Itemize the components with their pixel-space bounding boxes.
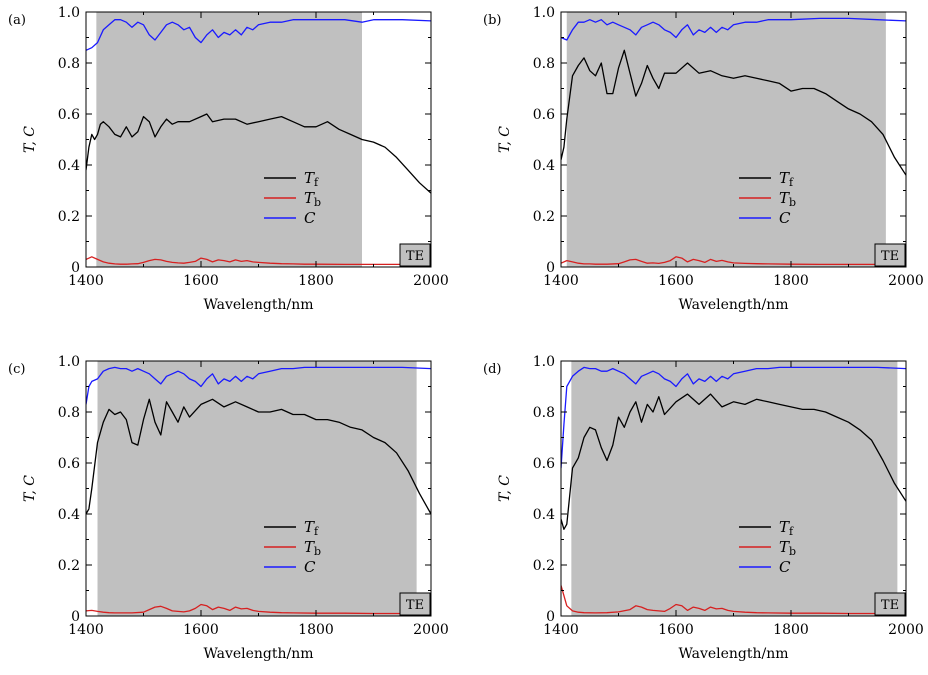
panel-a-xlabel: Wavelength/nm <box>203 297 313 313</box>
panel-d-xtick-label-1800: 1800 <box>773 622 809 638</box>
panel-c-ytick-label-0.8: 0.8 <box>58 405 80 421</box>
panel-b-series-Tf <box>561 49 906 176</box>
panel-c-series-Tf <box>86 398 431 515</box>
panel-a-legend-label-C: C <box>304 209 316 227</box>
panel-a-ytick-label-0.4: 0.4 <box>58 158 80 174</box>
panel-b-xtick-label-1600: 1600 <box>658 273 694 289</box>
panel-c-xlabel: Wavelength/nm <box>203 646 313 662</box>
panel-c: 1400 1600 1800 2000 0 0.2 0.4 0.6 0.8 1.0 Waveleng… <box>8 354 449 662</box>
panel-b-ytick-label-0.4: 0.4 <box>533 158 555 174</box>
panel-b-ytick-label-0.8: 0.8 <box>533 56 555 72</box>
panel-b-tag: (b) <box>483 13 501 28</box>
panel-d-tag: (d) <box>483 362 501 377</box>
panel-c-xtick-label-1600: 1600 <box>183 622 219 638</box>
panel-b-ytick-label-0: 0 <box>546 260 555 276</box>
panel-c-xtick-label-1800: 1800 <box>298 622 334 638</box>
panel-a-series-Tb <box>86 256 431 266</box>
panel-b: 1400 1600 1800 2000 0 0.2 0.4 0.6 0.8 1.0 Waveleng… <box>483 5 924 313</box>
panel-c-legend-label-C: C <box>304 558 316 576</box>
panel-b-ylabel: T, C <box>497 126 513 153</box>
panel-d-ylabel: T, C <box>497 475 513 502</box>
panel-b-series-C <box>561 17 906 41</box>
panel-d-ytick-label-1.0: 1.0 <box>533 354 555 370</box>
panel-c-te-label: TE <box>406 598 424 613</box>
panel-c-shaded-band <box>97 361 417 616</box>
panel-c-ytick-label-0.6: 0.6 <box>58 456 80 472</box>
panel-a-ytick-label-0.2: 0.2 <box>58 209 80 225</box>
panel-a: 1400 1600 1800 2000 0 0.2 0.4 0.6 0.8 1.0 Waveleng… <box>8 5 449 313</box>
panel-c-ylabel: T, C <box>22 475 38 502</box>
panel-a-ytick-label-0.8: 0.8 <box>58 56 80 72</box>
panel-d-xtick-label-2000: 2000 <box>888 622 924 638</box>
panel-c-ytick-label-1.0: 1.0 <box>58 354 80 370</box>
panel-d-xlabel: Wavelength/nm <box>678 646 788 662</box>
panel-a-xtick-label-1600: 1600 <box>183 273 219 289</box>
panel-a-shaded-band <box>96 12 362 267</box>
panel-d-te-box <box>874 592 906 616</box>
panel-a-xtick-label-1800: 1800 <box>298 273 334 289</box>
panel-d-series-C <box>561 366 906 469</box>
panel-d-series-Tf <box>561 393 906 530</box>
panel-a-series-C <box>86 19 431 51</box>
panel-d-ytick-label-0: 0 <box>546 609 555 625</box>
panel-b-shaded-band <box>566 12 886 267</box>
panel-b-te-label: TE <box>881 249 899 264</box>
panel-c-xtick-label-1400: 1400 <box>68 622 104 638</box>
panel-a-te-label: TE <box>406 249 424 264</box>
panel-a-xtick-label-2000: 2000 <box>413 273 449 289</box>
panel-c-te-box <box>399 592 431 616</box>
panel-d-shaded-band <box>571 361 898 616</box>
panel-b-legend-label-C: C <box>779 209 791 227</box>
panel-b-xlabel: Wavelength/nm <box>678 297 788 313</box>
panel-a-xtick-label-1400: 1400 <box>68 273 104 289</box>
panel-a-ytick-label-0.6: 0.6 <box>58 107 80 123</box>
panel-b-xtick-label-2000: 2000 <box>888 273 924 289</box>
panel-a-ylabel: T, C <box>22 126 38 153</box>
panel-d-xtick-label-1600: 1600 <box>658 622 694 638</box>
panel-a-series-Tf <box>86 113 431 194</box>
panel-c-ytick-label-0: 0 <box>71 609 80 625</box>
panel-d: 1400 1600 1800 2000 0 0.2 0.4 0.6 0.8 1.0 Waveleng… <box>483 354 924 662</box>
panel-c-tag: (c) <box>8 362 25 377</box>
panel-c-ytick-label-0.4: 0.4 <box>58 507 80 523</box>
panel-d-ytick-label-0.2: 0.2 <box>533 558 555 574</box>
panel-d-xtick-label-1400: 1400 <box>543 622 579 638</box>
panel-a-ytick-label-0: 0 <box>71 260 80 276</box>
panel-a-ytick-label-1.0: 1.0 <box>58 5 80 21</box>
panel-b-series-Tb <box>561 256 906 266</box>
panel-d-ytick-label-0.6: 0.6 <box>533 456 555 472</box>
panel-c-series-C <box>86 366 431 405</box>
panel-a-tag: (a) <box>8 13 26 28</box>
panel-b-ytick-label-0.2: 0.2 <box>533 209 555 225</box>
panel-b-te-box <box>874 243 906 267</box>
panel-b-xtick-label-1800: 1800 <box>773 273 809 289</box>
panel-d-ytick-label-0.4: 0.4 <box>533 507 555 523</box>
panel-d-ytick-label-0.8: 0.8 <box>533 405 555 421</box>
panel-b-ytick-label-0.6: 0.6 <box>533 107 555 123</box>
panel-d-te-label: TE <box>881 598 899 613</box>
panel-b-ytick-label-1.0: 1.0 <box>533 5 555 21</box>
panel-d-legend-label-C: C <box>779 558 791 576</box>
panel-b-xtick-label-1400: 1400 <box>543 273 579 289</box>
panel-c-ytick-label-0.2: 0.2 <box>58 558 80 574</box>
panel-c-series-Tb <box>86 603 431 615</box>
panel-d-series-Tb <box>561 585 906 615</box>
panel-a-te-box <box>399 243 431 267</box>
panel-c-xtick-label-2000: 2000 <box>413 622 449 638</box>
